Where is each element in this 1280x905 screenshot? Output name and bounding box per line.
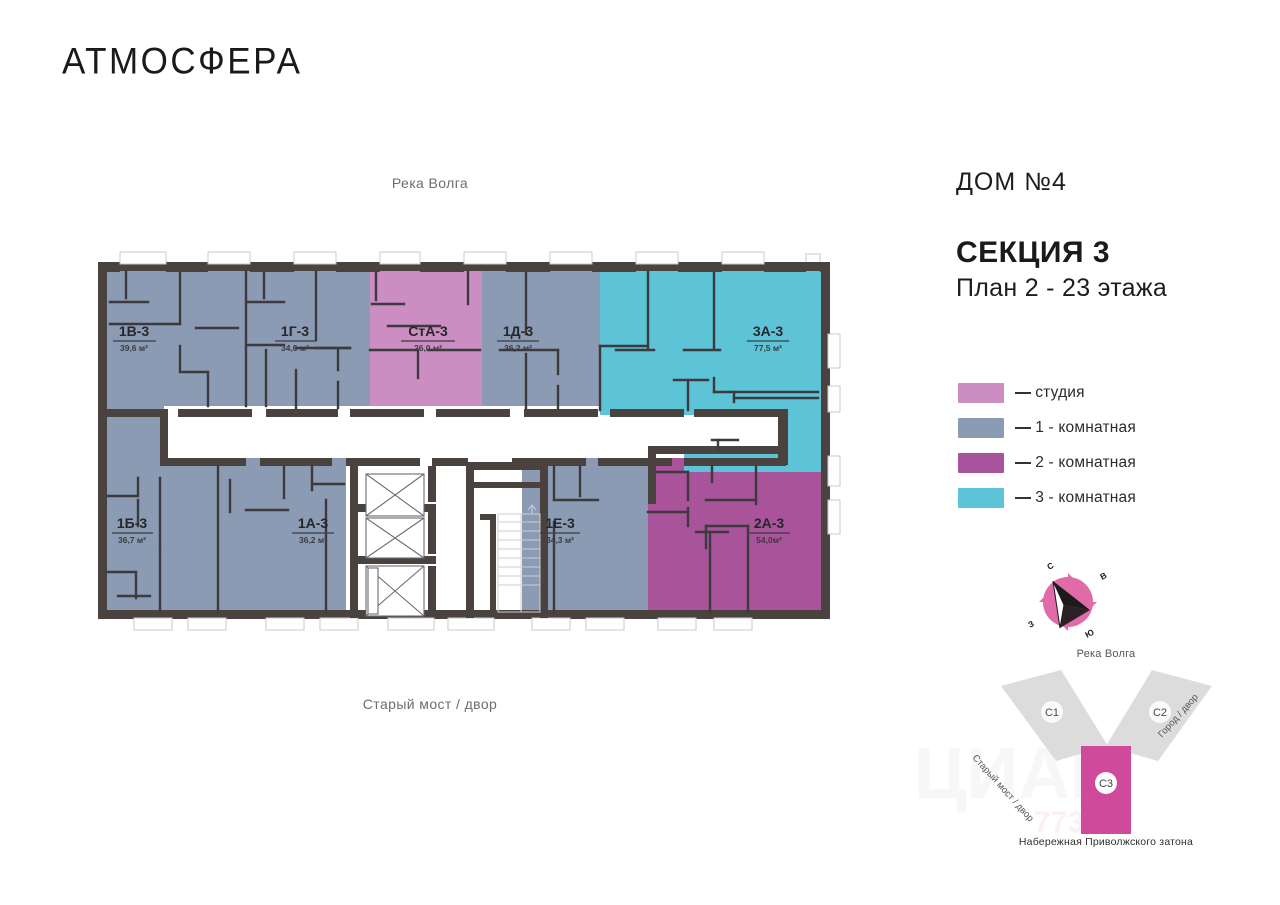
mini-map-block-s3: С3 bbox=[1081, 746, 1131, 834]
apartment-code-1Д-3: 1Д-3 bbox=[503, 323, 533, 339]
apartment-code-2А-3: 2А-3 bbox=[754, 515, 785, 531]
legend-label-one-room: — 1 - комнатная bbox=[1015, 419, 1136, 436]
apartment-area-1Е-3: 34,3 м² bbox=[546, 535, 574, 545]
floor-plan-drawing: .fill1{fill:#8b9bb4} .fillS{fill:#cc8ec2… bbox=[88, 250, 888, 645]
section-title: СЕКЦИЯ 3 bbox=[956, 236, 1111, 269]
legend-item-two-room[interactable]: — 2 - комнатная bbox=[958, 452, 1136, 474]
legend-dash bbox=[1015, 497, 1031, 499]
mini-map-block-s2: С2 bbox=[1106, 670, 1212, 761]
apartment-area-3А-3: 77,5 м² bbox=[754, 343, 782, 353]
mini-map-left-label: Старый мост / двор bbox=[970, 753, 1036, 825]
apartment-area-1Д-3: 36,2 м² bbox=[504, 343, 532, 353]
legend-label-studio: — студия bbox=[1015, 384, 1085, 401]
apartment-area-СтА-3: 26,0 м² bbox=[414, 343, 442, 353]
mini-map-block-s1: С1 bbox=[1001, 670, 1108, 761]
house-title: ДОМ №4 bbox=[956, 168, 1067, 196]
compass-north-label: С bbox=[1045, 560, 1055, 572]
legend: — студия — 1 - комнатная — 2 - комнатная… bbox=[958, 382, 1136, 522]
compass-east-label: В bbox=[1098, 570, 1108, 582]
apartment-code-3А-3: 3А-3 bbox=[753, 323, 784, 339]
apartment-area-1Б-3: 36,7 м² bbox=[118, 535, 146, 545]
mini-site-map: Река Волга ЦИАН 773 С1 С2 bbox=[914, 648, 1256, 858]
apartment-code-1В-3: 1В-3 bbox=[119, 323, 150, 339]
svg-text:С1: С1 bbox=[1045, 707, 1059, 719]
apartment-code-1Б-3: 1Б-3 bbox=[117, 515, 148, 531]
compass-rose: С В Ю З bbox=[1018, 552, 1118, 652]
apartment-area-1А-3: 36,2 м² bbox=[299, 535, 327, 545]
apartment-area-1В-3: 39,6 м² bbox=[120, 343, 148, 353]
svg-text:С2: С2 bbox=[1153, 707, 1167, 719]
legend-label-three-room: — 3 - комнатная bbox=[1015, 489, 1136, 506]
legend-swatch-one-room bbox=[958, 418, 1004, 438]
apartment-area-2А-3: 54,0м² bbox=[756, 535, 782, 545]
apartment-code-1А-3: 1А-3 bbox=[298, 515, 329, 531]
legend-dash bbox=[1015, 427, 1031, 429]
plan-bottom-orientation-label: Старый мост / двор bbox=[362, 696, 498, 712]
legend-swatch-two-room bbox=[958, 453, 1004, 473]
plan-subtitle: План 2 - 23 этажа bbox=[956, 274, 1168, 302]
legend-dash bbox=[1015, 392, 1031, 394]
legend-swatch-three-room bbox=[958, 488, 1004, 508]
svg-text:С3: С3 bbox=[1099, 778, 1113, 790]
plan-top-orientation-label: Река Волга bbox=[391, 175, 469, 191]
legend-item-three-room[interactable]: — 3 - комнатная bbox=[958, 487, 1136, 509]
info-panel: ДОМ №4 СЕКЦИЯ 3 План 2 - 23 этажа — студ… bbox=[914, 0, 1276, 905]
mini-map-river-label: Река Волга bbox=[1076, 648, 1136, 660]
legend-item-studio[interactable]: — студия bbox=[958, 382, 1136, 404]
mini-map-bottom-label: Набережная Приволжского затона bbox=[1018, 836, 1194, 848]
legend-dash bbox=[1015, 462, 1031, 464]
legend-item-one-room[interactable]: — 1 - комнатная bbox=[958, 417, 1136, 439]
apartment-code-1Г-3: 1Г-3 bbox=[281, 323, 309, 339]
apartment-code-СтА-3: СтА-3 bbox=[408, 323, 448, 339]
compass-west-label: З bbox=[1026, 618, 1035, 629]
apartment-area-1Г-3: 34,0 м² bbox=[281, 343, 309, 353]
legend-swatch-studio bbox=[958, 383, 1004, 403]
brand-logo: АТМОСФЕРА bbox=[62, 41, 303, 82]
apartment-code-1Е-3: 1Е-3 bbox=[545, 515, 575, 531]
compass-south-label: Ю bbox=[1083, 627, 1096, 640]
legend-label-two-room: — 2 - комнатная bbox=[1015, 454, 1136, 471]
